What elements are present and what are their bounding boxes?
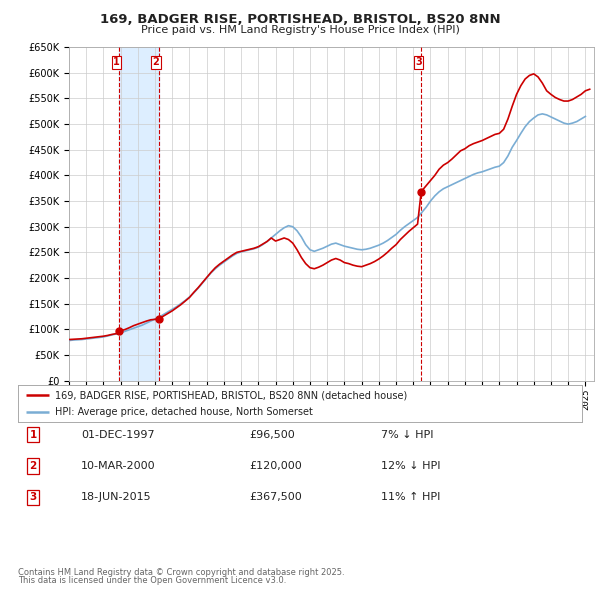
Text: £120,000: £120,000 xyxy=(249,461,302,471)
Text: 169, BADGER RISE, PORTISHEAD, BRISTOL, BS20 8NN (detached house): 169, BADGER RISE, PORTISHEAD, BRISTOL, B… xyxy=(55,390,407,400)
Text: Price paid vs. HM Land Registry's House Price Index (HPI): Price paid vs. HM Land Registry's House … xyxy=(140,25,460,35)
Text: 169, BADGER RISE, PORTISHEAD, BRISTOL, BS20 8NN: 169, BADGER RISE, PORTISHEAD, BRISTOL, B… xyxy=(100,13,500,26)
Text: £367,500: £367,500 xyxy=(249,493,302,502)
Text: 2: 2 xyxy=(29,461,37,471)
Text: 12% ↓ HPI: 12% ↓ HPI xyxy=(381,461,440,471)
Text: HPI: Average price, detached house, North Somerset: HPI: Average price, detached house, Nort… xyxy=(55,407,313,417)
Bar xyxy=(119,47,158,381)
Text: 11% ↑ HPI: 11% ↑ HPI xyxy=(381,493,440,502)
Text: 1: 1 xyxy=(29,430,37,440)
Text: This data is licensed under the Open Government Licence v3.0.: This data is licensed under the Open Gov… xyxy=(18,576,286,585)
Text: 01-DEC-1997: 01-DEC-1997 xyxy=(81,430,155,440)
Text: 3: 3 xyxy=(415,57,422,67)
Text: 10-MAR-2000: 10-MAR-2000 xyxy=(81,461,155,471)
Text: 1: 1 xyxy=(113,57,120,67)
Text: 7% ↓ HPI: 7% ↓ HPI xyxy=(381,430,433,440)
Text: 2: 2 xyxy=(152,57,160,67)
Text: 18-JUN-2015: 18-JUN-2015 xyxy=(81,493,152,502)
Text: 3: 3 xyxy=(29,493,37,502)
Text: £96,500: £96,500 xyxy=(249,430,295,440)
Text: Contains HM Land Registry data © Crown copyright and database right 2025.: Contains HM Land Registry data © Crown c… xyxy=(18,568,344,577)
